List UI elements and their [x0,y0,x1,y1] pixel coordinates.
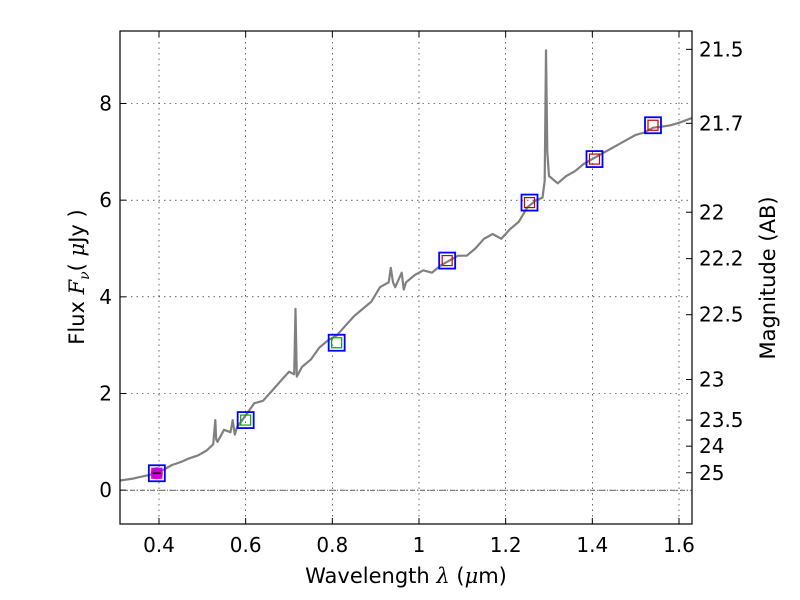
x-axis-label-symbol: λ [435,564,449,588]
y-axis-label-unit-close: Jy ) [65,209,89,245]
photometry-point [588,153,601,165]
x-tick-label: 1.4 [576,533,608,557]
magnitude-tick-label: 21.7 [699,111,744,135]
magnitude-tick-label: 24 [699,434,724,458]
x-axis-label: Wavelength λ (μm) [305,564,507,588]
magnitude-tick-label: 25 [699,461,724,485]
y-axis-label-sub: ν [77,271,93,280]
photometry-box [644,116,662,135]
photometry-markers [147,116,662,483]
x-tick-label: 0.4 [143,533,175,557]
y-tick-label: 2 [99,382,112,406]
y-axis-label-text: Flux [65,294,89,344]
photometry-box [236,411,255,429]
magnitude-tick-label: 22.5 [699,303,744,327]
y-tick-label: 0 [99,478,112,502]
x-tick-label: 1 [413,533,426,557]
y-axis-label-unit-mu: μ [65,243,89,257]
photometry-point [523,196,536,209]
magnitude-tick-label: 21.5 [699,37,744,61]
x-tick-label: 0.8 [316,533,348,557]
x-axis-label-unit-open: ( [450,564,465,588]
grid-lines [120,31,692,524]
photometry-box [438,251,457,270]
photometry-point [240,414,252,426]
magnitude-tick-label: 22.2 [699,247,744,271]
photometry-box [520,193,539,212]
y-axis-label: Flux Fν( μJy ) [65,209,93,344]
y-axis-label-symbol: F [65,278,89,295]
y-axis-ticks: 0 2 4 6 8 [99,92,126,502]
y-tick-label: 6 [99,188,112,212]
x-axis-label-text: Wavelength [305,564,436,588]
magnitude-tick-label: 23 [699,367,724,391]
y-axis-label-unit-open: ( [65,256,89,271]
x-tick-label: 0.6 [230,533,262,557]
magnitude-tick-label: 22 [699,200,724,224]
spectrum-line [119,49,693,482]
photometry-point [331,337,343,349]
magnitude-axis-label: Magnitude (AB) [756,196,780,359]
x-axis-label-unit-mu: μ [465,564,479,588]
magnitude-axis-ticks: 21.5 21.7 22 22.2 22.5 23 23.524 25 [686,37,744,485]
photometry-point [647,119,659,131]
photometry-box [327,333,346,352]
x-axis-ticks: 0.4 0.6 0.8 1 1.2 1.4 1.6 [143,31,695,557]
magnitude-tick-label: 23.5 [699,408,744,432]
y-tick-label: 4 [99,285,112,309]
photometry-box [147,464,166,483]
y-tick-label: 8 [99,92,112,116]
series-layer [119,49,693,482]
x-tick-label: 1.6 [663,533,695,557]
x-tick-label: 1.2 [490,533,522,557]
plot-frame [119,30,693,525]
photometry-point [441,254,453,267]
photometry-box [585,150,604,168]
x-axis-label-unit-close: m) [478,564,507,588]
